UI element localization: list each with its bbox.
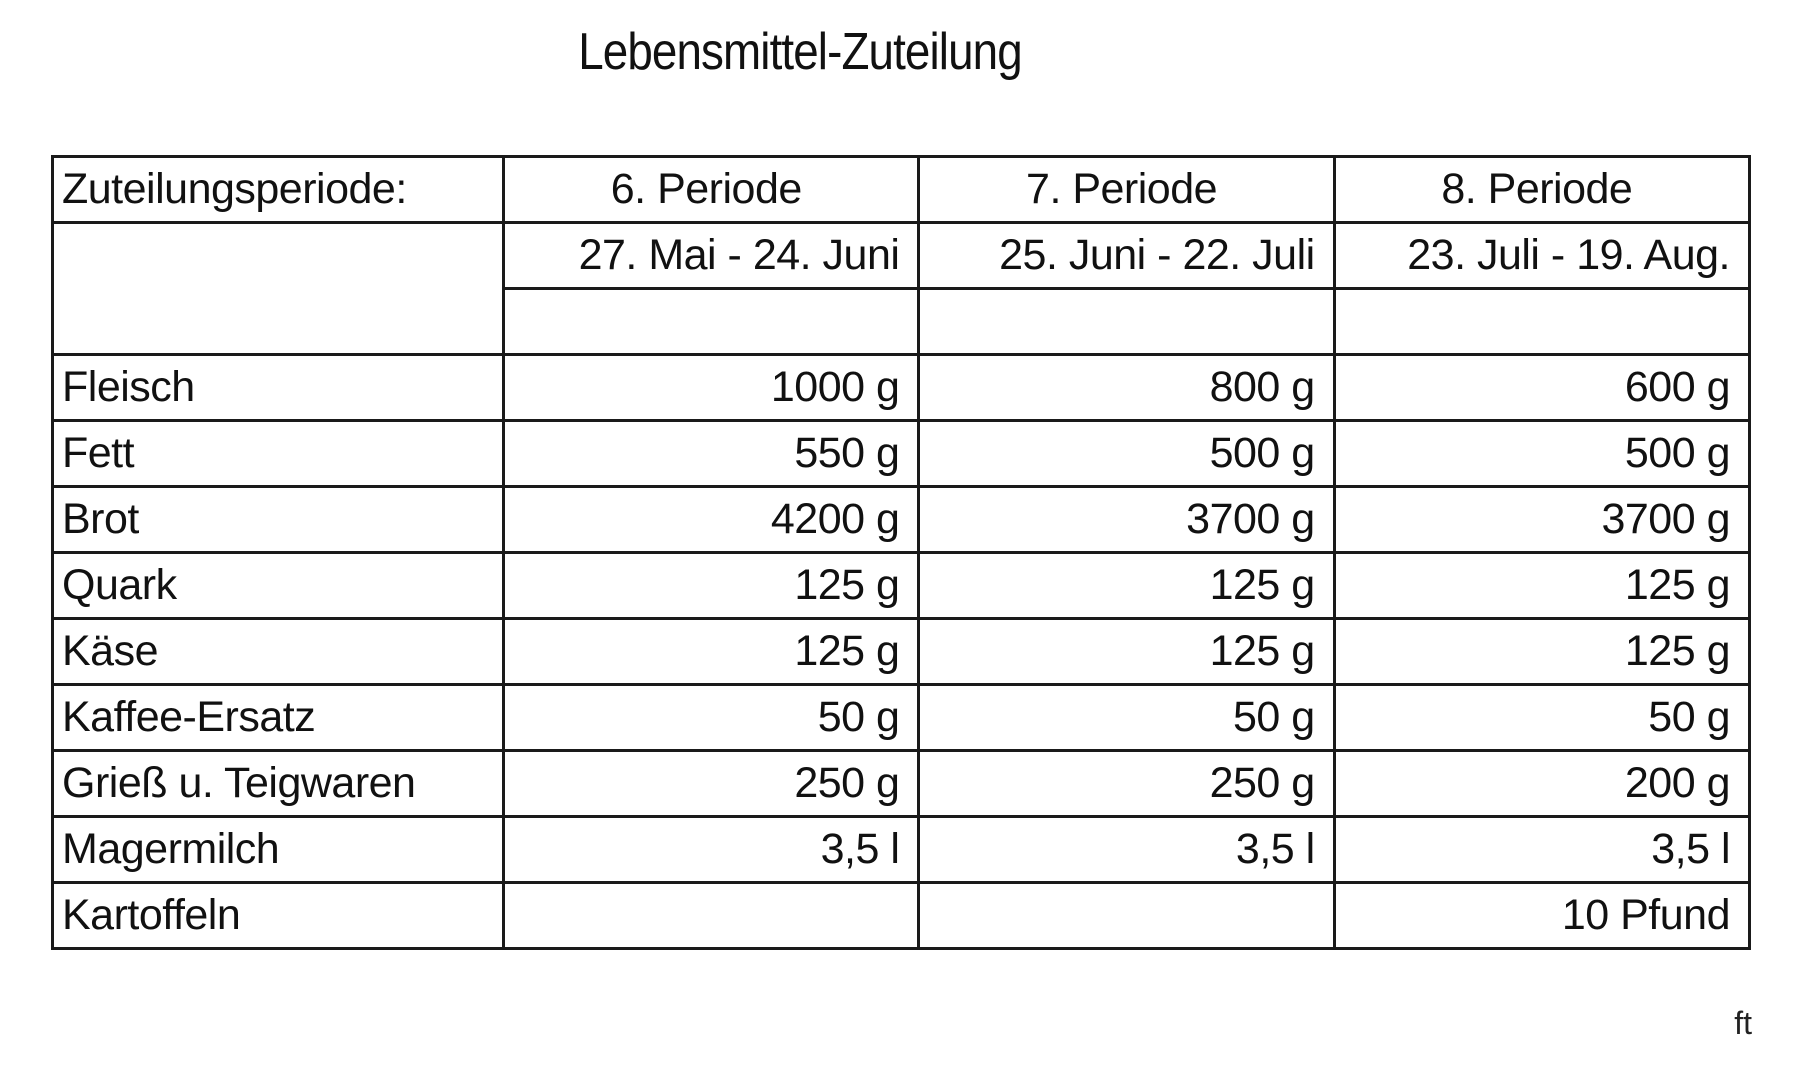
table-row: Magermilch 3,5 l 3,5 l 3,5 l <box>50 815 1752 884</box>
empty-cell <box>1332 287 1752 356</box>
ration-value: 500 g <box>1332 419 1752 488</box>
item-label: Quark <box>50 551 506 620</box>
table-row: Kaffee-Ersatz 50 g 50 g 50 g <box>50 683 1752 752</box>
ration-value: 125 g <box>1332 551 1752 620</box>
ration-value: 600 g <box>1332 353 1752 422</box>
ration-value: 125 g <box>917 617 1336 686</box>
empty-cell <box>502 287 921 356</box>
ration-value: 50 g <box>917 683 1336 752</box>
ration-value: 1000 g <box>502 353 921 422</box>
spacer-row <box>53 287 1752 356</box>
item-label: Kaffee-Ersatz <box>50 683 506 752</box>
ration-value: 125 g <box>1332 617 1752 686</box>
ration-value: 3700 g <box>917 485 1336 554</box>
table-row: Fett 550 g 500 g 500 g <box>50 419 1752 488</box>
period-range: 27. Mai - 24. Juni <box>502 221 921 290</box>
ration-value: 3,5 l <box>917 815 1336 884</box>
table-row: Käse 125 g 125 g 125 g <box>50 617 1752 686</box>
ration-value: 550 g <box>502 419 921 488</box>
ration-value: 50 g <box>1332 683 1752 752</box>
ration-value: 250 g <box>502 749 921 818</box>
item-label: Fleisch <box>50 353 506 422</box>
item-label: Käse <box>50 617 506 686</box>
ration-value: 500 g <box>917 419 1336 488</box>
ration-value: 3,5 l <box>1332 815 1752 884</box>
ration-value: 125 g <box>917 551 1336 620</box>
period-range: 25. Juni - 22. Juli <box>917 221 1336 290</box>
item-label: Magermilch <box>50 815 506 884</box>
table-row: Quark 125 g 125 g 125 g <box>50 551 1752 620</box>
date-range-row: 27. Mai - 24. Juni 25. Juni - 22. Juli 2… <box>50 221 1752 356</box>
ration-value: 200 g <box>1332 749 1752 818</box>
ration-value: 800 g <box>917 353 1336 422</box>
table-row: Fleisch 1000 g 800 g 600 g <box>50 353 1752 422</box>
item-label: Brot <box>50 485 506 554</box>
item-label: Grieß u. Teigwaren <box>50 749 506 818</box>
ration-value: 3,5 l <box>502 815 921 884</box>
ration-value: 50 g <box>502 683 921 752</box>
ration-value: 125 g <box>502 551 921 620</box>
ration-value <box>502 881 921 950</box>
empty-header-cell <box>50 221 506 356</box>
period-name: 8. Periode <box>1332 155 1752 224</box>
table-row: Grieß u. Teigwaren 250 g 250 g 200 g <box>50 749 1752 818</box>
ration-value: 4200 g <box>502 485 921 554</box>
header-row: Zuteilungsperiode: 6. Periode 7. Periode… <box>50 155 1752 224</box>
table-row: Kartoffeln 10 Pfund <box>50 881 1752 950</box>
item-label: Fett <box>50 419 506 488</box>
item-label: Kartoffeln <box>50 881 506 950</box>
period-name: 6. Periode <box>502 155 921 224</box>
empty-cell <box>917 287 1336 356</box>
ration-value: 250 g <box>917 749 1336 818</box>
page-title: Lebensmittel-Zuteilung <box>578 23 1022 81</box>
period-range: 23. Juli - 19. Aug. <box>1332 221 1752 290</box>
ration-table: Zuteilungsperiode: 6. Periode 7. Periode… <box>50 155 1752 950</box>
ration-value <box>917 881 1336 950</box>
ration-value: 125 g <box>502 617 921 686</box>
header-label: Zuteilungsperiode: <box>50 155 506 224</box>
ration-value: 10 Pfund <box>1332 881 1752 950</box>
table-row: Brot 4200 g 3700 g 3700 g <box>50 485 1752 554</box>
period-name: 7. Periode <box>917 155 1336 224</box>
ration-value: 3700 g <box>1332 485 1752 554</box>
footer-initials: ft <box>1734 1005 1752 1041</box>
